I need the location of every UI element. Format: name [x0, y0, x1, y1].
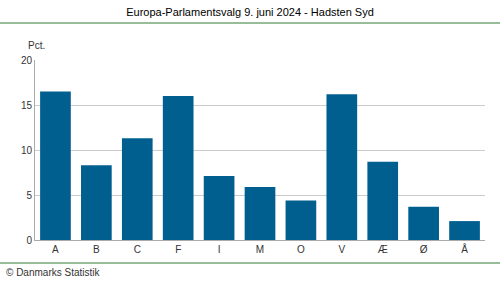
svg-text:10: 10 [21, 145, 33, 156]
svg-text:A: A [52, 244, 59, 255]
svg-text:Å: Å [461, 243, 468, 255]
svg-text:Æ: Æ [378, 244, 388, 255]
svg-text:C: C [134, 244, 141, 255]
svg-text:F: F [175, 244, 181, 255]
svg-text:0: 0 [26, 235, 32, 246]
svg-text:M: M [256, 244, 264, 255]
svg-text:20: 20 [21, 55, 33, 66]
svg-text:© Danmarks Statistik: © Danmarks Statistik [6, 267, 101, 278]
svg-text:Europa-Parlamentsvalg 9. juni: Europa-Parlamentsvalg 9. juni 2024 - Had… [126, 6, 374, 18]
svg-text:5: 5 [26, 190, 32, 201]
svg-text:Ø: Ø [420, 244, 428, 255]
svg-text:B: B [93, 244, 100, 255]
svg-text:Pct.: Pct. [28, 40, 45, 51]
svg-text:15: 15 [21, 100, 33, 111]
svg-text:I: I [218, 244, 221, 255]
svg-text:O: O [297, 244, 305, 255]
svg-text:V: V [338, 244, 345, 255]
